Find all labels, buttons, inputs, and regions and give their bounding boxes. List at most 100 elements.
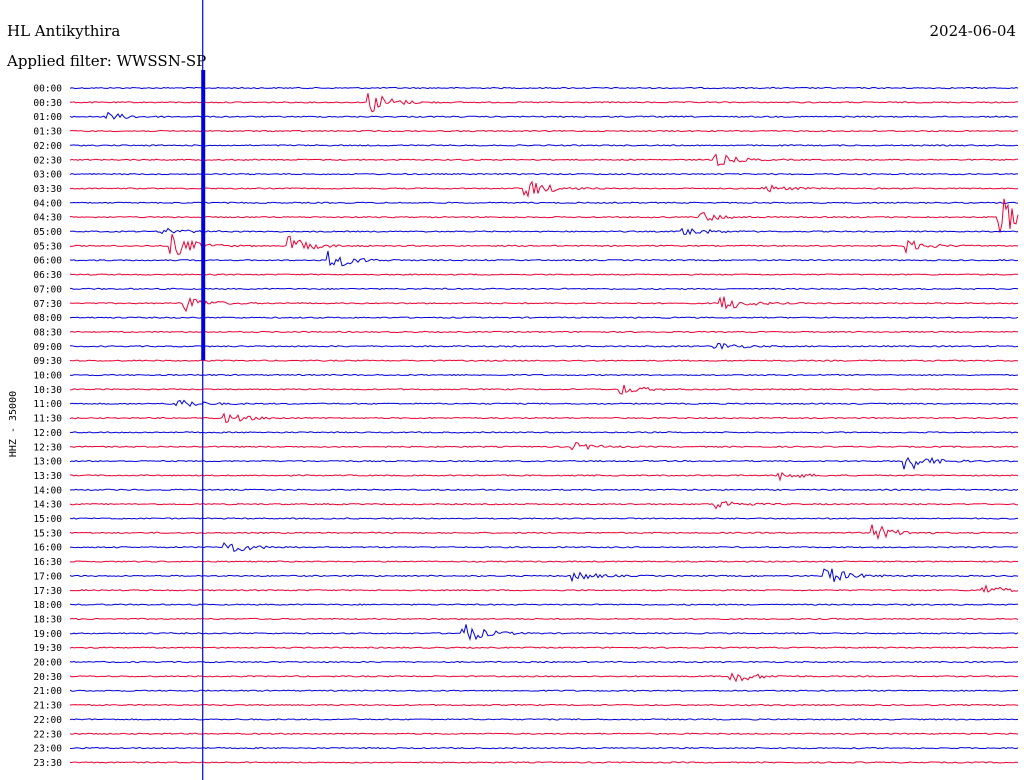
trace-row [69, 342, 1019, 351]
time-label: 16:30 [33, 557, 62, 568]
time-label: 07:30 [33, 299, 62, 310]
trace-row [69, 93, 1019, 113]
trace-row [69, 273, 1019, 276]
trace-row [69, 250, 1019, 267]
time-label: 00:00 [33, 84, 62, 95]
event-burst [201, 70, 206, 360]
time-label: 18:00 [33, 600, 62, 611]
time-label: 11:30 [33, 414, 62, 425]
trace-row [69, 330, 1019, 334]
time-label: 19:30 [33, 643, 62, 654]
time-label: 13:30 [33, 471, 62, 482]
trace-row [69, 471, 1019, 482]
trace-row [69, 617, 1019, 621]
trace-group [69, 0, 1019, 780]
trace-row [69, 441, 1018, 451]
time-label: 14:00 [33, 485, 62, 496]
time-label: 15:00 [33, 514, 62, 525]
trace-row [69, 500, 1018, 510]
time-label: 00:30 [33, 98, 62, 109]
time-label: 02:30 [33, 155, 62, 166]
trace-row [69, 359, 1019, 362]
time-label: 11:00 [33, 399, 62, 410]
time-label: 13:00 [33, 457, 62, 468]
time-label: 22:30 [33, 729, 62, 740]
trace-row [69, 761, 1019, 764]
trace-row [69, 412, 1019, 424]
trace-row [69, 399, 1019, 408]
trace-row [70, 198, 1019, 233]
time-label: 04:30 [33, 213, 62, 224]
time-label: 23:30 [33, 758, 62, 769]
time-label: 05:30 [33, 241, 62, 252]
time-label: 07:00 [33, 284, 62, 295]
time-label: 03:30 [33, 184, 62, 195]
time-label: 04:00 [33, 198, 62, 209]
time-label: 21:30 [33, 701, 62, 712]
trace-row [69, 201, 1019, 204]
trace-row [69, 296, 1019, 313]
filter-label: Applied filter: WWSSN-SP [7, 52, 207, 70]
time-label: 22:00 [33, 715, 62, 726]
time-label: 09:00 [33, 342, 62, 353]
time-label: 17:00 [33, 571, 62, 582]
time-label: 14:30 [33, 500, 62, 511]
trace-row [69, 646, 1019, 649]
trace-row [70, 227, 1019, 236]
time-label: 08:00 [33, 313, 62, 324]
trace-row [69, 384, 1019, 395]
trace-row [69, 111, 1019, 120]
trace-row [69, 431, 1019, 434]
time-label: 10:00 [33, 371, 62, 382]
time-label: 18:30 [33, 614, 62, 625]
time-label: 23:00 [33, 744, 62, 755]
date-label: 2024-06-04 [929, 22, 1016, 40]
time-label: 15:30 [33, 528, 62, 539]
time-label: 02:00 [33, 141, 62, 152]
time-label: 06:30 [33, 270, 62, 281]
time-label-group: 00:00 00:30 01:00 01:30 02:00 02:30 03:00 03:30… [33, 84, 62, 769]
trace-row [69, 524, 1019, 541]
trace-row [69, 86, 1019, 90]
trace-row [69, 542, 1019, 552]
trace-row [69, 373, 1019, 377]
trace-row [69, 732, 1019, 735]
trace-row [69, 180, 1019, 199]
trace-row [69, 172, 1018, 176]
time-label: 05:00 [33, 227, 62, 238]
time-label: 17:30 [33, 586, 62, 597]
trace-row [69, 488, 1019, 491]
time-label: 01:30 [33, 127, 62, 138]
trace-row [69, 153, 1018, 167]
trace-row [69, 624, 1019, 642]
trace-row [69, 316, 1019, 319]
time-label: 12:00 [33, 428, 62, 439]
trace-row [69, 718, 1019, 721]
trace-row [69, 287, 1019, 291]
time-label: 20:30 [33, 672, 62, 683]
time-label: 08:30 [33, 327, 62, 338]
time-label: 06:00 [33, 256, 62, 267]
trace-row [69, 456, 1019, 470]
trace-row [69, 703, 1019, 707]
time-label: 12:30 [33, 442, 62, 453]
trace-row [69, 660, 1019, 664]
trace-row [69, 517, 1019, 520]
time-label: 03:00 [33, 170, 62, 181]
time-label: 21:00 [33, 686, 62, 697]
trace-row [69, 568, 1019, 583]
trace-row [69, 560, 1019, 563]
station-title: HL Antikythira [7, 22, 121, 40]
time-label: 16:00 [33, 543, 62, 554]
time-label: 20:00 [33, 658, 62, 669]
time-label: 19:00 [33, 629, 62, 640]
trace-row [69, 129, 1019, 133]
trace-row [69, 603, 1018, 606]
trace-row [69, 144, 1019, 147]
trace-row [69, 234, 1019, 255]
trace-row [69, 672, 1019, 683]
trace-row [69, 584, 1019, 593]
channel-label: HHZ - 35000 [8, 391, 19, 457]
trace-row [69, 746, 1019, 750]
